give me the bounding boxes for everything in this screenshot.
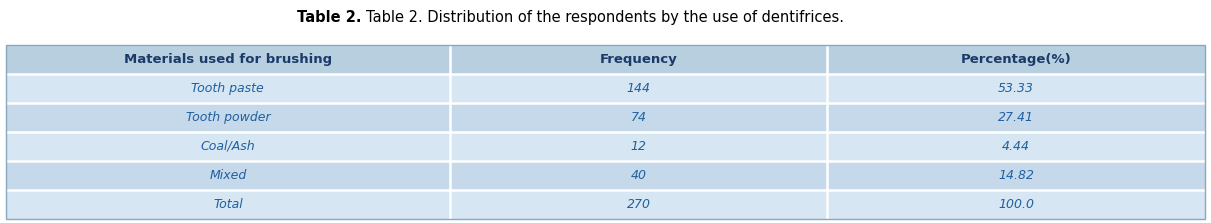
Text: 4.44: 4.44: [1003, 140, 1031, 153]
Text: Frequency: Frequency: [599, 53, 677, 66]
Bar: [6, 132, 449, 161]
Text: 27.41: 27.41: [998, 111, 1034, 124]
Text: 100.0: 100.0: [998, 198, 1034, 211]
Text: 74: 74: [631, 111, 647, 124]
Text: Mixed: Mixed: [210, 169, 247, 182]
Bar: [449, 161, 827, 190]
Text: Coal/Ash: Coal/Ash: [201, 140, 256, 153]
Bar: [827, 45, 1205, 74]
Bar: [827, 161, 1205, 190]
Bar: [449, 45, 827, 74]
Bar: [449, 132, 827, 161]
Bar: [6, 103, 449, 132]
Bar: [6, 74, 449, 103]
Text: Total: Total: [213, 198, 242, 211]
Bar: [827, 132, 1205, 161]
Text: 14.82: 14.82: [998, 169, 1034, 182]
Bar: [6, 45, 1205, 219]
Text: 12: 12: [631, 140, 647, 153]
Text: 270: 270: [626, 198, 650, 211]
Text: Materials used for brushing: Materials used for brushing: [124, 53, 332, 66]
Bar: [827, 74, 1205, 103]
Bar: [6, 161, 449, 190]
Text: 144: 144: [626, 82, 650, 95]
Text: Table 2.: Table 2.: [297, 10, 362, 25]
Bar: [6, 45, 449, 74]
Text: Percentage(%): Percentage(%): [960, 53, 1072, 66]
Text: Tooth paste: Tooth paste: [191, 82, 264, 95]
Bar: [449, 190, 827, 219]
Bar: [6, 190, 449, 219]
Bar: [449, 103, 827, 132]
Text: Tooth powder: Tooth powder: [185, 111, 270, 124]
Text: 40: 40: [631, 169, 647, 182]
Bar: [449, 74, 827, 103]
Bar: [827, 190, 1205, 219]
Bar: [827, 103, 1205, 132]
Text: 53.33: 53.33: [998, 82, 1034, 95]
Text: Table 2. Distribution of the respondents by the use of dentifrices.: Table 2. Distribution of the respondents…: [367, 10, 844, 25]
